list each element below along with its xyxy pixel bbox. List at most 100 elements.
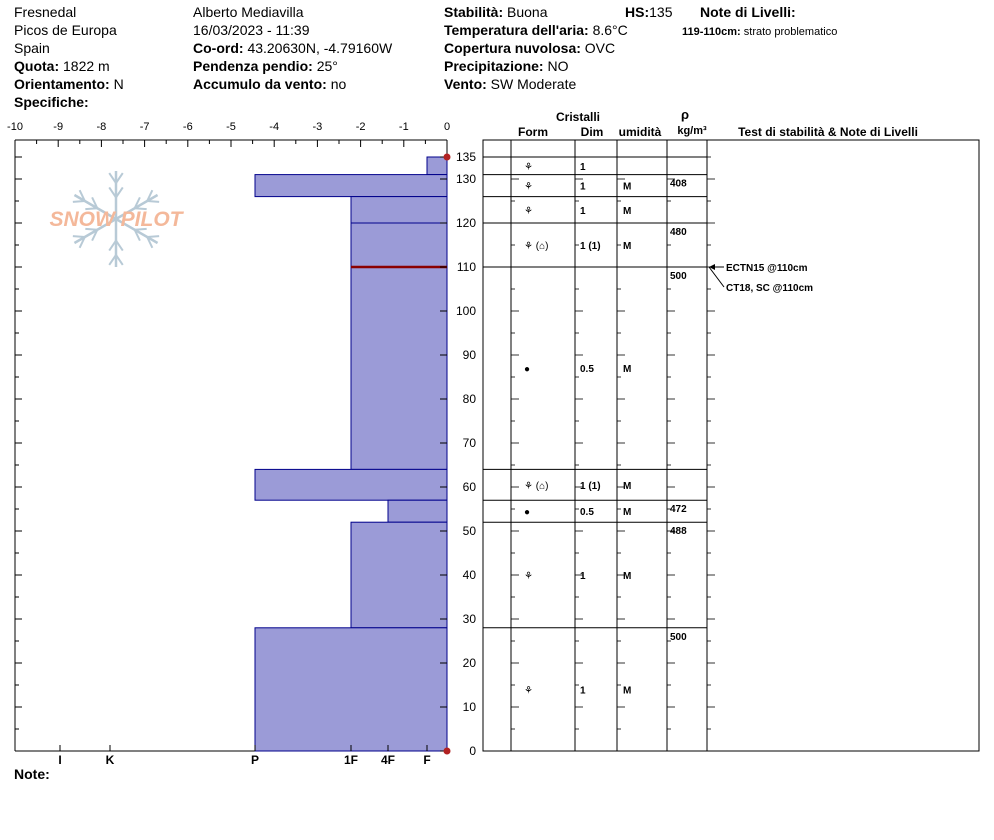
- snowflake-branch: [91, 196, 99, 209]
- density-value: 488: [670, 526, 687, 537]
- snowflake-branch: [85, 207, 98, 211]
- snowflake-branch: [108, 172, 117, 184]
- temperature-tick-label: -5: [226, 121, 236, 133]
- snowflake-branch: [133, 196, 141, 209]
- hardness-bar: [350, 521, 448, 629]
- snowflake-branch: [146, 189, 154, 202]
- hardness-bar: [350, 196, 448, 224]
- crystal-form: ●: [524, 364, 530, 375]
- snowflake-branch: [108, 186, 117, 198]
- depth-tick-label: 90: [463, 348, 477, 362]
- observation-datetime: 16/03/2023 - 11:39: [193, 22, 310, 38]
- depth-tick-label: 30: [463, 612, 477, 626]
- hardness-bar: [254, 627, 448, 752]
- crystal-form: ⚘: [524, 685, 533, 696]
- snowflake-arm: [73, 193, 117, 221]
- moisture-value: M: [623, 571, 631, 582]
- observer-name: Alberto Mediavilla: [193, 4, 304, 20]
- crystal-size: 1 (1): [580, 481, 601, 492]
- crystal-form: ⚘: [524, 182, 533, 193]
- snowflake-arm: [115, 193, 159, 221]
- hardness-scale-label: 4F: [381, 753, 395, 767]
- snowflake-branch: [146, 236, 154, 249]
- depth-tick-label: 60: [463, 480, 477, 494]
- temperature-tick-label: 0: [444, 121, 450, 133]
- depth-tick-label: 10: [463, 700, 477, 714]
- depth-tick-label: 70: [463, 436, 477, 450]
- header-crystals: Cristalli: [556, 110, 600, 124]
- snowflake-arm: [73, 217, 117, 245]
- hardness-scale-label: K: [106, 753, 115, 767]
- snow-surface-marker: [443, 153, 451, 161]
- hardness-plot: -10 -9 -8 -7 -6 -5 -4 -3 -2 -1 0010203040506070809…: [7, 121, 476, 767]
- density-value: 500: [670, 271, 687, 282]
- header-tests: Test di stabilità & Note di Livelli: [738, 125, 918, 139]
- depth-tick-label: 50: [463, 524, 477, 538]
- snow-height: HS:135: [625, 4, 673, 20]
- stability: Stabilità: Buona: [444, 4, 548, 20]
- notes-label: Note:: [14, 766, 50, 782]
- snowflake-branch: [134, 207, 147, 211]
- moisture-value: M: [623, 364, 631, 375]
- aspect: Orientamento: N: [14, 76, 124, 92]
- snowflake-arm: [115, 217, 159, 245]
- snowflake-branch: [108, 254, 117, 266]
- moisture-value: M: [623, 241, 631, 252]
- temperature-tick-label: -6: [183, 121, 193, 133]
- depth-tick-label: 0: [469, 744, 476, 758]
- temperature-tick-label: -2: [356, 121, 366, 133]
- layer-table: Cristalli Form Dim umidità ρ kg/m³ Test di sta…: [482, 107, 980, 752]
- site-country: Spain: [14, 40, 50, 56]
- density-value: 480: [670, 227, 687, 238]
- density-value: 408: [670, 179, 687, 190]
- header-density-symbol: ρ: [681, 107, 689, 122]
- depth-tick-label: 130: [456, 172, 476, 186]
- air-temperature: Temperatura dell'aria: 8.6°C: [444, 22, 628, 38]
- crystal-form: ⚘: [524, 162, 533, 173]
- snowflake-branch: [78, 189, 86, 202]
- temperature-tick-label: -9: [53, 121, 63, 133]
- moisture-value: M: [623, 481, 631, 492]
- wind: Vento: SW Moderate: [444, 76, 577, 92]
- temperature-tick-label: -10: [7, 121, 23, 133]
- moisture-value: M: [623, 206, 631, 217]
- hardness-scale-label: 1F: [344, 753, 358, 767]
- crystal-size: 0.5: [580, 364, 594, 375]
- temperature-tick-label: -3: [313, 121, 323, 133]
- hardness-bar: [350, 222, 448, 268]
- snowflake-branch: [133, 229, 141, 242]
- moisture-value: M: [623, 182, 631, 193]
- crystal-size: 1: [580, 206, 586, 217]
- crystal-size: 1: [580, 162, 586, 173]
- hardness-bar: [350, 266, 448, 470]
- hardness-bar: [254, 174, 448, 198]
- hardness-bar: [387, 499, 448, 523]
- hardness-bar: [254, 468, 448, 501]
- sky-cover: Copertura nuvolosa: OVC: [444, 40, 616, 56]
- crystal-form: ⚘ (⌂): [524, 481, 548, 492]
- hardness-scale-label: I: [58, 753, 61, 767]
- depth-tick-label: 80: [463, 392, 477, 406]
- depth-tick-label: 110: [457, 260, 476, 274]
- snowflake-branch: [85, 227, 98, 231]
- depth-tick-label: 40: [463, 568, 477, 582]
- layer-notes-title: Note di Livelli:: [700, 4, 796, 20]
- site-range: Picos de Europa: [14, 22, 117, 38]
- moisture-value: M: [623, 685, 631, 696]
- snowpilot-logo: SNOW PILOT: [50, 171, 185, 267]
- temperature-tick-label: -4: [269, 121, 279, 133]
- header-form: Form: [518, 125, 548, 139]
- hardness-scale-label: P: [251, 753, 259, 767]
- header-moisture: umidità: [619, 125, 662, 139]
- density-value: 472: [670, 504, 687, 515]
- crystal-size: 1: [580, 571, 586, 582]
- specifics: Specifiche:: [14, 94, 89, 110]
- test-result: ECTN15 @110cm: [726, 263, 808, 274]
- moisture-value: M: [623, 507, 631, 518]
- table-border: [482, 139, 980, 752]
- logo-text: SNOW PILOT: [50, 208, 185, 231]
- depth-tick-label: 120: [456, 216, 476, 230]
- wind-loading: Accumulo da vento: no: [193, 76, 347, 92]
- depth-tick-label: 135: [456, 150, 476, 164]
